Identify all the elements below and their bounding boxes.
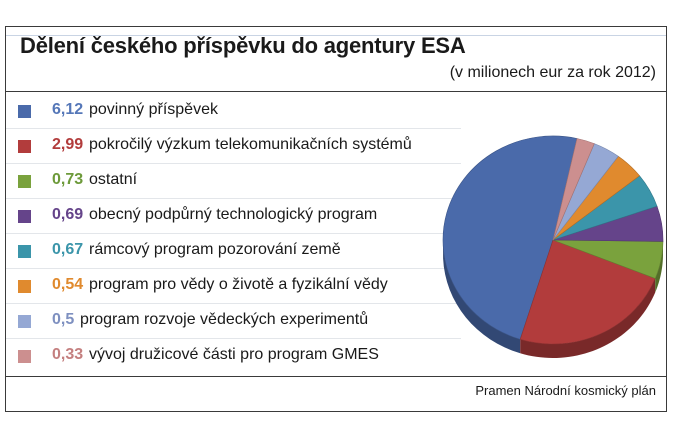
- legend-swatch: [18, 210, 31, 223]
- legend-label: pokročilý výzkum telekomunikačních systé…: [89, 136, 412, 153]
- legend-value: 0,67: [52, 241, 84, 258]
- legend-swatch: [18, 140, 31, 153]
- legend-swatch: [18, 315, 31, 328]
- legend-value: 0,73: [52, 171, 84, 188]
- legend-swatch: [18, 350, 31, 363]
- footer-divider: [6, 376, 666, 377]
- chart-title: Dělení českého příspěvku do agentury ESA: [20, 33, 466, 58]
- legend-label: povinný příspěvek: [89, 101, 218, 118]
- legend-label: vývoj družicové části pro program GMES: [89, 346, 379, 363]
- legend-value: 0,5: [52, 311, 75, 328]
- legend-label: program rozvoje vědeckých experimentů: [80, 311, 369, 328]
- top-rule: [6, 35, 666, 36]
- legend-swatch: [18, 175, 31, 188]
- legend-value: 0,54: [52, 276, 84, 293]
- legend-label: ostatní: [89, 171, 138, 188]
- source-note: Pramen Národní kosmický plán: [475, 383, 656, 398]
- legend-value: 0,33: [52, 346, 84, 363]
- legend-value: 0,69: [52, 206, 84, 223]
- legend-swatch: [18, 105, 31, 118]
- header-divider: [6, 91, 666, 92]
- legend-item: 0,54 program pro vědy o životě a fyzikál…: [6, 269, 461, 304]
- legend-item: 6,12 povinný příspěvek: [6, 94, 461, 129]
- legend-item: 0,5 program rozvoje vědeckých experiment…: [6, 304, 461, 339]
- chart-frame: Dělení českého příspěvku do agentury ESA…: [5, 26, 667, 412]
- legend-item: 2,99 pokročilý výzkum telekomunikačních …: [6, 129, 461, 164]
- legend-label: rámcový program pozorování země: [89, 241, 341, 258]
- legend-item: 0,67 rámcový program pozorování země: [6, 234, 461, 269]
- legend-label: obecný podpůrný technologický program: [89, 206, 378, 223]
- chart-subtitle: (v milionech eur za rok 2012): [449, 64, 656, 81]
- legend: 6,12 povinný příspěvek 2,99 pokročilý vý…: [6, 94, 461, 373]
- legend-item: 0,69 obecný podpůrný technologický progr…: [6, 199, 461, 234]
- legend-swatch: [18, 245, 31, 258]
- legend-value: 6,12: [52, 101, 84, 118]
- legend-value: 2,99: [52, 136, 84, 153]
- legend-label: program pro vědy o životě a fyzikální vě…: [89, 276, 388, 293]
- legend-item: 0,73 ostatní: [6, 164, 461, 199]
- legend-swatch: [18, 280, 31, 293]
- legend-item: 0,33 vývoj družicové části pro program G…: [6, 339, 461, 373]
